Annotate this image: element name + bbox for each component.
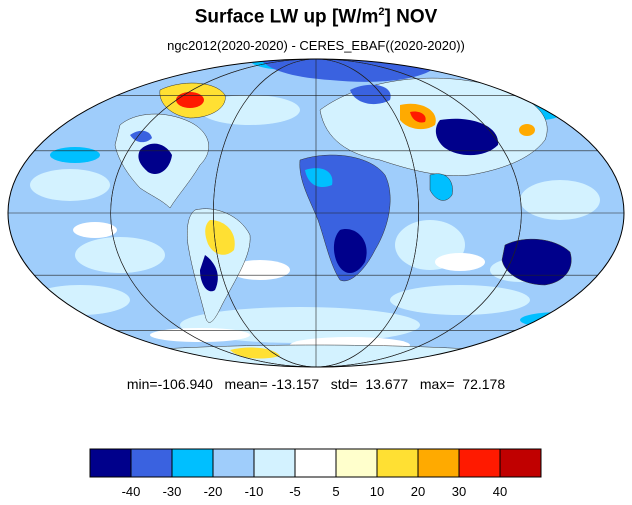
colorbar-box: [212, 448, 255, 478]
colorbar-box: [294, 448, 337, 478]
colorbar-box: [130, 448, 173, 478]
colorbar-label: -5: [289, 484, 301, 499]
colorbar-box: [89, 448, 132, 478]
colorbar-box: [417, 448, 460, 478]
south-america: [187, 208, 251, 323]
colorbar-box: [253, 448, 296, 478]
australia: [501, 238, 572, 286]
colorbar-box: [335, 448, 378, 478]
colorbar-box: [499, 448, 542, 478]
colorbar-label: -40: [122, 484, 141, 499]
colorbar-label: 30: [452, 484, 466, 499]
colorbar-box: [171, 448, 214, 478]
colorbar-label: 5: [332, 484, 339, 499]
colorbar-label: 10: [370, 484, 384, 499]
map-border: [7, 58, 625, 368]
plot-title: Surface LW up [W/m2] NOV: [194, 6, 438, 28]
colorbar-label: -20: [204, 484, 223, 499]
plot-subtitle: ngc2012(2020-2020) - CERES_EBAF((2020-20…: [167, 38, 465, 53]
statistics-line: min=-106.940 mean= -13.157 std= 13.677 m…: [126, 376, 506, 392]
colorbar-label: -10: [245, 484, 264, 499]
colorbar-label: 40: [493, 484, 507, 499]
antarctica: [59, 344, 571, 367]
colorbar-box: [376, 448, 419, 478]
world-map: [7, 58, 625, 368]
colorbar-label: 20: [411, 484, 425, 499]
colorbar-label: -30: [163, 484, 182, 499]
colorbar-box: [458, 448, 501, 478]
